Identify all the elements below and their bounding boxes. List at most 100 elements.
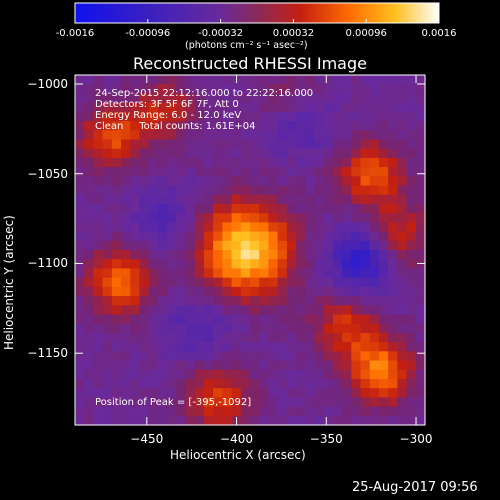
heatmap-cell [305, 296, 316, 306]
heatmap-cell [130, 259, 141, 270]
heatmap-cell [222, 286, 233, 297]
heatmap-cell [277, 75, 288, 85]
heatmap-cell [342, 296, 352, 306]
heatmap-cell [185, 93, 196, 104]
heatmap-cell [194, 360, 205, 371]
heatmap-cell [75, 102, 85, 113]
heatmap-cell [75, 305, 85, 316]
heatmap-cell [148, 314, 159, 325]
heatmap-cell [369, 194, 380, 205]
heatmap-cell [259, 194, 270, 205]
heatmap-cell [378, 93, 389, 104]
heatmap-cell [240, 203, 251, 214]
heatmap-cell [286, 323, 297, 334]
heatmap-cell [406, 157, 417, 168]
footer-timestamp: 25-Aug-2017 09:56 [352, 480, 478, 495]
heatmap-cell [121, 102, 131, 113]
heatmap-cell [213, 323, 223, 334]
heatmap-cell [351, 314, 362, 325]
heatmap-cell [176, 388, 187, 398]
heatmap-cell [342, 148, 352, 159]
heatmap-cell [121, 369, 131, 380]
heatmap-cell [314, 415, 325, 426]
heatmap-cell [397, 213, 408, 223]
heatmap-cell [203, 167, 214, 177]
heatmap-cell [314, 84, 325, 95]
heatmap-cell [305, 222, 316, 233]
heatmap-cell [121, 360, 131, 371]
heatmap-cell [296, 203, 306, 214]
heatmap-cell [240, 176, 251, 187]
heatmap-cell [139, 415, 150, 426]
heatmap-cell [323, 185, 334, 196]
heatmap-cell [139, 121, 150, 131]
heatmap-cell [332, 93, 343, 104]
heatmap-cell [213, 121, 223, 131]
heatmap-cell [93, 314, 104, 325]
heatmap-cell [286, 360, 297, 371]
peak-position-label: Position of Peak = [-395,-1092] [95, 397, 252, 408]
heatmap-cell [305, 111, 316, 122]
heatmap-cell [185, 148, 196, 159]
heatmap-cell [314, 277, 325, 288]
heatmap-cell [351, 203, 362, 214]
heatmap-cell [268, 369, 279, 380]
heatmap-cell [194, 314, 205, 325]
heatmap-cell [167, 397, 177, 408]
heatmap-cell [388, 323, 398, 334]
heatmap-cell [203, 268, 214, 279]
heatmap-cell [139, 296, 150, 306]
heatmap-cell [139, 222, 150, 233]
heatmap-cell [250, 342, 260, 352]
heatmap-cell [415, 415, 426, 426]
heatmap-cell [157, 286, 168, 297]
heatmap-cell [102, 314, 113, 325]
heatmap-cell [305, 259, 316, 270]
heatmap-cell [268, 268, 279, 279]
heatmap-cell [176, 397, 187, 408]
heatmap-cell [102, 102, 113, 113]
heatmap-cell [111, 240, 122, 251]
heatmap-cell [231, 222, 242, 233]
heatmap-cell [296, 102, 306, 113]
heatmap-cell [84, 240, 95, 251]
heatmap-cell [360, 360, 371, 371]
heatmap-cell [203, 121, 214, 131]
heatmap-cell [323, 176, 334, 187]
heatmap-cell [93, 148, 104, 159]
heatmap-cell [360, 75, 371, 85]
heatmap-cell [415, 130, 426, 141]
heatmap-cell [102, 250, 113, 260]
heatmap-cell [397, 277, 408, 288]
heatmap-cell [213, 222, 223, 233]
heatmap-cell [332, 277, 343, 288]
heatmap-cell [314, 203, 325, 214]
heatmap-cell [369, 369, 380, 380]
heatmap-cell [323, 203, 334, 214]
heatmap-cell [157, 84, 168, 95]
heatmap-cell [222, 397, 233, 408]
heatmap-cell [185, 185, 196, 196]
heatmap-cell [75, 314, 85, 325]
heatmap-cell [240, 305, 251, 316]
heatmap-cell [415, 323, 426, 334]
heatmap-cell [84, 157, 95, 168]
heatmap-cell [388, 111, 398, 122]
heatmap-cell [121, 332, 131, 343]
heatmap-cell [176, 314, 187, 325]
heatmap-cell [378, 102, 389, 113]
heatmap-cell [369, 121, 380, 131]
heatmap-cell [342, 102, 352, 113]
heatmap-cell [378, 305, 389, 316]
heatmap-cell [84, 369, 95, 380]
heatmap-cell [259, 157, 270, 168]
heatmap-cell [240, 369, 251, 380]
heatmap-cell [167, 148, 177, 159]
heatmap-cell [332, 296, 343, 306]
heatmap-cell [121, 75, 131, 85]
heatmap-cell [250, 111, 260, 122]
heatmap-cell [296, 415, 306, 426]
heatmap-cell [351, 148, 362, 159]
heatmap-cell [121, 93, 131, 104]
heatmap-cell [185, 176, 196, 187]
